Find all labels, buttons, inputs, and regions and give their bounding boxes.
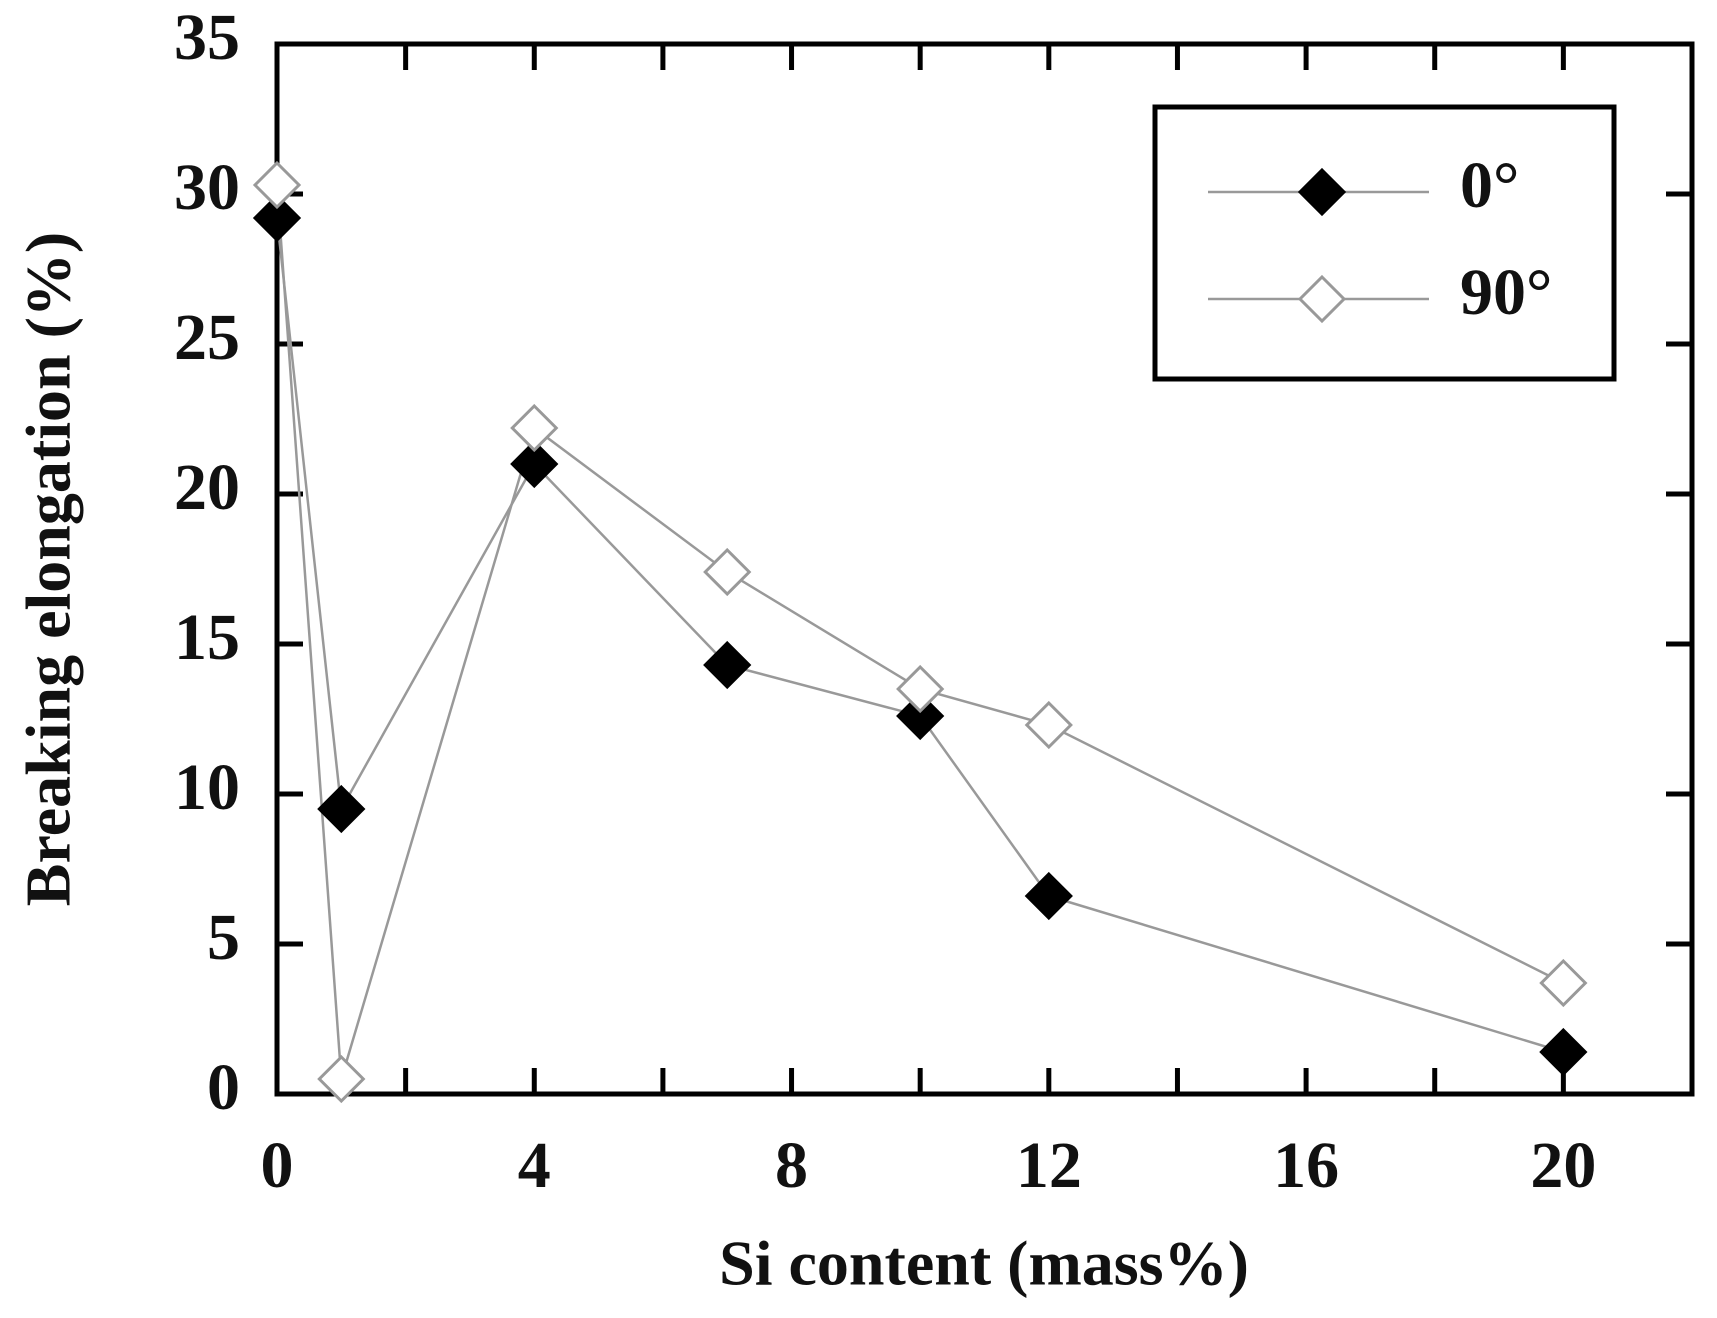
marker: [1539, 1027, 1588, 1077]
y-tick-label: 35: [174, 1, 240, 74]
marker: [317, 784, 366, 834]
marker: [703, 640, 752, 690]
marker: [896, 691, 945, 741]
marker: [252, 160, 302, 210]
y-tick-label: 10: [174, 751, 240, 824]
x-tick-label: 0: [261, 1129, 294, 1202]
legend-label: 0°: [1460, 149, 1519, 222]
x-axis-title: Si content (mass%): [719, 1228, 1249, 1299]
y-tick-label: 5: [207, 901, 240, 974]
marker: [252, 193, 302, 243]
y-axis-title: Breaking elongation (%): [13, 232, 84, 906]
plot-frame: [274, 41, 1695, 1097]
marker: [510, 403, 559, 453]
y-tick-label: 0: [207, 1051, 240, 1124]
marker: [1539, 958, 1588, 1008]
legend-marker: [1297, 167, 1347, 217]
x-tick-label: 16: [1273, 1129, 1339, 1202]
marker: [703, 547, 752, 597]
legend-label: 90°: [1460, 256, 1552, 329]
marker: [1024, 700, 1073, 750]
x-tick-label: 8: [775, 1129, 808, 1202]
legend-marker: [1297, 274, 1347, 324]
x-tick-label: 4: [518, 1129, 551, 1202]
marker: [1024, 871, 1073, 921]
y-tick-label: 15: [174, 601, 240, 674]
y-tick-label: 30: [174, 151, 240, 224]
marker: [896, 664, 945, 714]
y-tick-label: 20: [174, 451, 240, 524]
x-tick-label: 12: [1016, 1129, 1082, 1202]
legend-box: [1152, 104, 1617, 382]
y-tick-label: 25: [174, 301, 240, 374]
marker: [317, 1054, 366, 1104]
x-tick-label: 20: [1530, 1129, 1596, 1202]
marker: [510, 439, 559, 489]
